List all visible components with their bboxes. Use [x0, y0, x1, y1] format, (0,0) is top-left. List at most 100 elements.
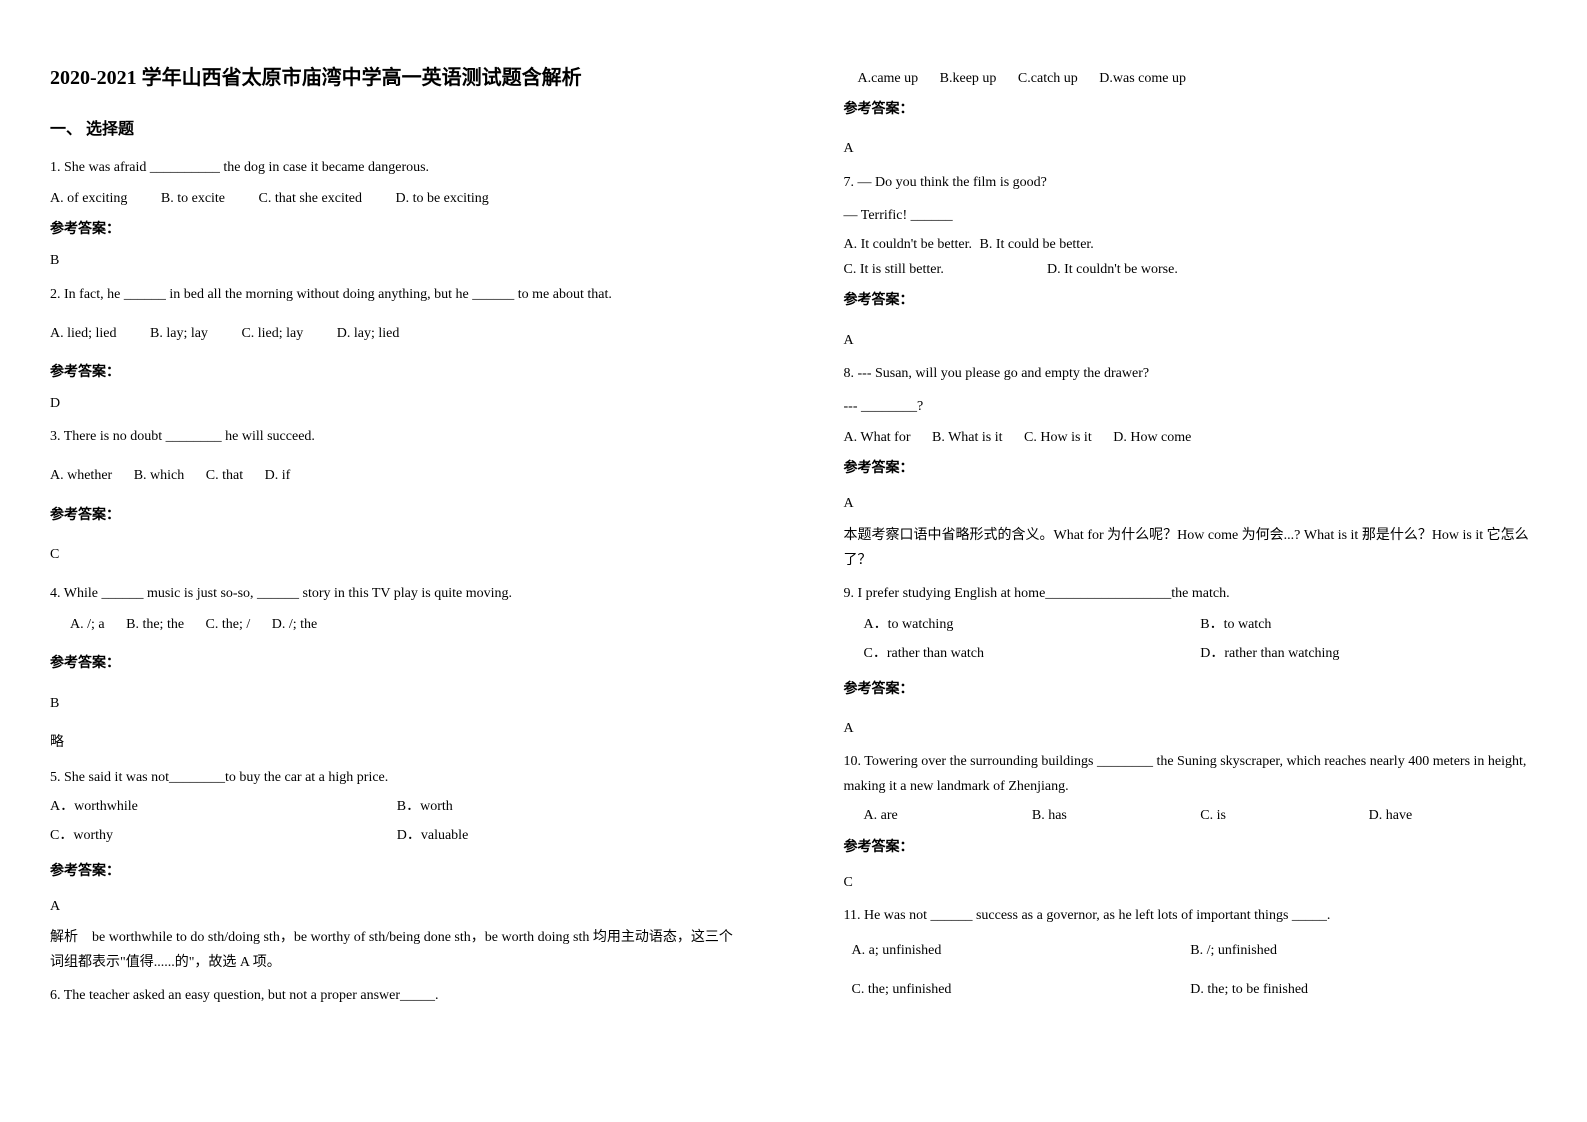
- question-text: 2. In fact, he ______ in bed all the mor…: [50, 282, 744, 307]
- right-column: A.came up B.keep up C.catch up D.was com…: [794, 60, 1587, 1062]
- option-b: B．to watch: [1200, 612, 1537, 637]
- option-c: C. the; unfinished: [844, 977, 1191, 1002]
- question-5: 5. She said it was not________to buy the…: [50, 765, 744, 975]
- question-options-row2: C. It is still better. D. It couldn't be…: [844, 257, 1538, 282]
- option-c: C．rather than watch: [864, 641, 1201, 666]
- question-text: 3. There is no doubt ________ he will su…: [50, 424, 744, 449]
- option-b: B.keep up: [940, 66, 997, 91]
- option-d: D．rather than watching: [1200, 641, 1537, 666]
- option-d: D. It couldn't be worse.: [1047, 262, 1178, 277]
- option-a: A. lied; lied: [50, 321, 117, 346]
- answer-value: A: [844, 136, 1538, 161]
- option-a: A. are: [864, 803, 1032, 828]
- option-b: B. has: [1032, 803, 1200, 828]
- question-1: 1. She was afraid __________ the dog in …: [50, 155, 744, 274]
- option-b: B. to excite: [161, 186, 225, 211]
- answer-value: C: [844, 870, 1538, 895]
- option-b: B. lay; lay: [150, 321, 208, 346]
- option-d: D. the; to be finished: [1190, 977, 1537, 1002]
- option-d: D. to be exciting: [395, 186, 488, 211]
- option-a: A. What for: [844, 425, 911, 450]
- option-b: B. /; unfinished: [1190, 938, 1537, 973]
- answer-value: A: [844, 328, 1538, 353]
- section-header: 一、 选择题: [50, 116, 744, 145]
- question-6: 6. The teacher asked an easy question, b…: [50, 983, 744, 1008]
- answer-label: 参考答案：: [844, 677, 1538, 702]
- question-options: A. lied; lied B. lay; lay C. lied; lay D…: [50, 321, 744, 346]
- question-10: 10. Towering over the surrounding buildi…: [844, 749, 1538, 895]
- question-options: A. whether B. which C. that D. if: [50, 463, 744, 488]
- question-8: 8. --- Susan, will you please go and emp…: [844, 361, 1538, 573]
- option-c: C. It is still better.: [844, 257, 1044, 282]
- option-a: A. of exciting: [50, 186, 127, 211]
- option-b: B. the; the: [126, 612, 184, 637]
- option-c: C. that she excited: [259, 186, 362, 211]
- question-text: 4. While ______ music is just so-so, ___…: [50, 581, 744, 606]
- question-text: 6. The teacher asked an easy question, b…: [50, 983, 744, 1008]
- option-c: C. that: [206, 463, 243, 488]
- question-text: 1. She was afraid __________ the dog in …: [50, 155, 744, 180]
- option-d: D.was come up: [1099, 66, 1186, 91]
- question-11: 11. He was not ______ success as a gover…: [844, 903, 1538, 1007]
- question-options: A. What for B. What is it C. How is it D…: [844, 425, 1538, 450]
- question-options: A. are B. has C. is D. have: [844, 803, 1538, 828]
- answer-label: 参考答案：: [50, 503, 744, 528]
- answer-value: B: [50, 248, 744, 273]
- answer-label: 参考答案：: [844, 288, 1538, 313]
- option-a: A. /; a: [70, 612, 105, 637]
- option-c: C.catch up: [1018, 66, 1078, 91]
- option-d: D. /; the: [272, 612, 318, 637]
- question-text: 10. Towering over the surrounding buildi…: [844, 749, 1538, 799]
- option-a: A．worthwhile: [50, 794, 397, 819]
- question-2: 2. In fact, he ______ in bed all the mor…: [50, 282, 744, 417]
- option-d: D. have: [1369, 803, 1537, 828]
- answer-label: 参考答案：: [844, 97, 1538, 122]
- question-7: 7. — Do you think the film is good? — Te…: [844, 170, 1538, 353]
- question-options: A．worthwhile B．worth C．worthy D．valuable: [50, 794, 744, 852]
- option-a: A．to watching: [864, 612, 1201, 637]
- question-options: A.came up B.keep up C.catch up D.was com…: [844, 66, 1538, 91]
- option-b: B．worth: [397, 794, 744, 819]
- left-column: 2020-2021 学年山西省太原市庙湾中学高一英语测试题含解析 一、 选择题 …: [0, 60, 794, 1062]
- answer-label: 参考答案：: [50, 217, 744, 242]
- option-d: D. if: [265, 463, 291, 488]
- explanation: 解析 be worthwhile to do sth/doing sth，be …: [50, 925, 744, 975]
- question-6-continued: A.came up B.keep up C.catch up D.was com…: [844, 66, 1538, 162]
- question-text: 11. He was not ______ success as a gover…: [844, 903, 1538, 928]
- option-c: C. How is it: [1024, 425, 1092, 450]
- document-title: 2020-2021 学年山西省太原市庙湾中学高一英语测试题含解析: [50, 60, 744, 96]
- explanation: 本题考察口语中省略形式的含义。What for 为什么呢？How come 为何…: [844, 523, 1538, 573]
- answer-value: C: [50, 542, 744, 567]
- option-a: A.came up: [858, 66, 919, 91]
- answer-value: B: [50, 691, 744, 716]
- question-options: A. a; unfinished B. /; unfinished C. the…: [844, 938, 1538, 1006]
- answer-value: A: [844, 491, 1538, 516]
- question-text: 9. I prefer studying English at home____…: [844, 581, 1538, 606]
- question-text-line1: 8. --- Susan, will you please go and emp…: [844, 361, 1538, 386]
- option-c: C. is: [1200, 803, 1368, 828]
- explanation: 略: [50, 730, 744, 755]
- answer-label: 参考答案：: [50, 651, 744, 676]
- option-a: A. whether: [50, 463, 112, 488]
- question-3: 3. There is no doubt ________ he will su…: [50, 424, 744, 567]
- answer-value: A: [50, 894, 744, 919]
- question-text: 5. She said it was not________to buy the…: [50, 765, 744, 790]
- question-text-line2: --- ________?: [844, 394, 1538, 419]
- answer-label: 参考答案：: [844, 456, 1538, 481]
- option-b: B. It could be better.: [980, 237, 1094, 252]
- option-b: B. What is it: [932, 425, 1003, 450]
- answer-value: D: [50, 391, 744, 416]
- option-c: C. lied; lay: [241, 321, 303, 346]
- option-b: B. which: [134, 463, 185, 488]
- question-4: 4. While ______ music is just so-so, ___…: [50, 581, 744, 755]
- question-options-row1: A. It couldn't be better. B. It could be…: [844, 232, 1538, 257]
- answer-value: A: [844, 716, 1538, 741]
- option-c: C．worthy: [50, 823, 397, 848]
- answer-label: 参考答案：: [50, 360, 744, 385]
- question-9: 9. I prefer studying English at home____…: [844, 581, 1538, 741]
- option-a: A. It couldn't be better.: [844, 237, 973, 252]
- answer-label: 参考答案：: [844, 835, 1538, 860]
- question-text-line1: 7. — Do you think the film is good?: [844, 170, 1538, 195]
- answer-label: 参考答案：: [50, 859, 744, 884]
- question-options: A. of exciting B. to excite C. that she …: [50, 186, 744, 211]
